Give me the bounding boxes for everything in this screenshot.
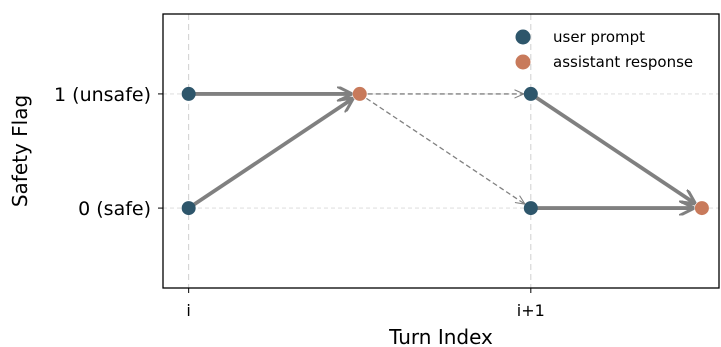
assistant-response-point <box>694 201 709 216</box>
user-prompt-point <box>181 86 196 101</box>
transition-arrow-solid <box>529 92 695 203</box>
legend-label: user prompt <box>553 28 645 46</box>
y-axis-label: Safety Flag <box>8 95 32 207</box>
legend-marker <box>515 54 531 70</box>
transition-arrow-solid <box>187 99 353 210</box>
assistant-response-point <box>352 86 367 101</box>
user-prompt-point <box>523 201 538 216</box>
data-points <box>181 86 709 216</box>
y-tick-label: 1 (unsafe) <box>54 84 151 106</box>
transition-arrows <box>187 92 695 210</box>
x-tick-label: i <box>186 301 190 320</box>
x-axis-label: Turn Index <box>388 325 493 347</box>
user-prompt-point <box>523 86 538 101</box>
user-prompt-point <box>181 201 196 216</box>
legend-label: assistant response <box>553 53 693 71</box>
x-tick-label: i+1 <box>517 301 545 320</box>
plot-frame <box>162 13 720 289</box>
legend-marker <box>515 29 531 45</box>
legend: user prompt assistant response <box>515 28 693 71</box>
transition-arrow-dashed <box>359 93 525 204</box>
y-tick-label: 0 (safe) <box>78 198 151 220</box>
axis-ticks: i i+1 0 (safe) 1 (unsafe) <box>54 84 545 320</box>
